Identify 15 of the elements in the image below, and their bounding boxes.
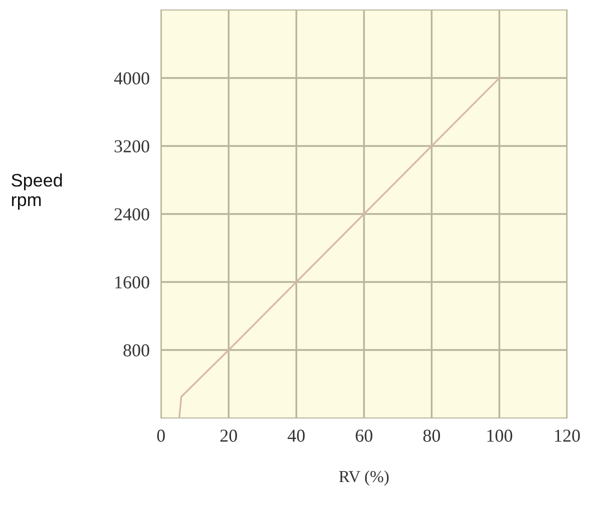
line-series bbox=[178, 77, 500, 418]
x-tick-label: 100 bbox=[487, 430, 512, 442]
y-axis-title: Speed rpm bbox=[12, 173, 62, 210]
y-tick-label: 2400 bbox=[114, 208, 150, 220]
x-tick-label: 60 bbox=[356, 430, 372, 442]
x-axis-title: RV (%) bbox=[339, 470, 389, 486]
y-tick-label: 3200 bbox=[114, 140, 150, 152]
y-tick-label: 4000 bbox=[114, 72, 150, 84]
x-tick-label: 40 bbox=[288, 430, 305, 442]
x-tick-label: 80 bbox=[423, 430, 440, 442]
y-tick-label: 1600 bbox=[115, 276, 150, 288]
x-tick-label: 120 bbox=[555, 430, 580, 442]
x-tick-label: 20 bbox=[220, 430, 238, 442]
x-tick-label: 0 bbox=[157, 430, 165, 442]
y-tick-label: 800 bbox=[123, 344, 150, 356]
